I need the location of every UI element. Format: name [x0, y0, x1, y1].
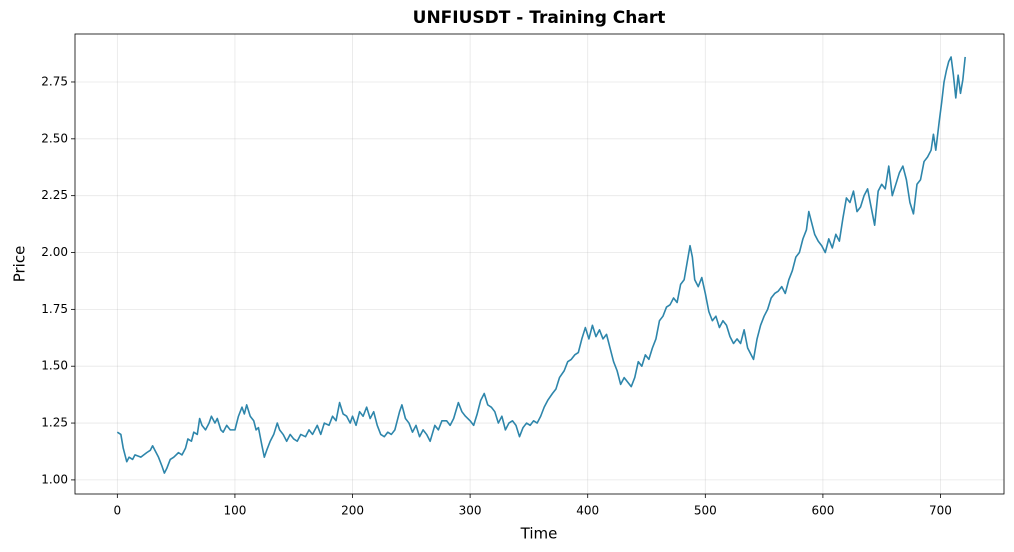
chart-title: UNFIUSDT - Training Chart: [413, 8, 666, 28]
y-tick-label: 1.50: [41, 359, 68, 373]
x-tick-label: 200: [341, 504, 364, 518]
x-tick-label: 300: [459, 504, 482, 518]
y-tick-label: 1.00: [41, 472, 68, 486]
y-tick-label: 1.75: [41, 302, 68, 316]
x-tick-label: 100: [223, 504, 246, 518]
x-tick-label: 600: [811, 504, 834, 518]
x-tick-label: 700: [929, 504, 952, 518]
y-tick-label: 1.25: [41, 416, 68, 430]
y-tick-label: 2.75: [41, 74, 68, 88]
y-tick-label: 2.00: [41, 245, 68, 259]
price-line: [116, 56, 966, 474]
x-tick-label: 500: [694, 504, 717, 518]
y-tick-label: 2.50: [41, 131, 68, 145]
plot-frame: [74, 33, 1005, 495]
x-tick-label: 0: [114, 504, 122, 518]
y-tick-label: 2.25: [41, 188, 68, 202]
x-tick-label: 400: [576, 504, 599, 518]
y-axis-label: Price: [11, 246, 29, 283]
x-axis-label: Time: [520, 525, 558, 543]
